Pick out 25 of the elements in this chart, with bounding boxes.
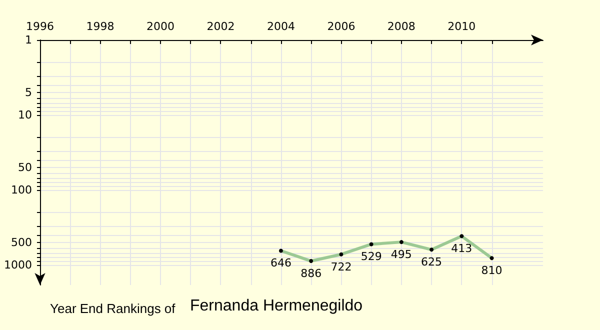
data-label: 646 bbox=[270, 256, 292, 270]
x-tick-label: 2010 bbox=[448, 20, 476, 33]
x-tick-label: 2000 bbox=[146, 20, 174, 33]
data-label: 722 bbox=[330, 260, 352, 274]
y-tick-label: 5 bbox=[25, 86, 32, 99]
x-tick-label: 2004 bbox=[266, 20, 295, 33]
y-tick-label: 500 bbox=[11, 236, 32, 249]
x-tick-label: 2008 bbox=[387, 20, 416, 33]
data-label: 413 bbox=[451, 242, 472, 256]
y-tick-label: 100 bbox=[11, 183, 32, 196]
text: Fernanda Hermenegildo bbox=[190, 298, 363, 314]
y-tick-label: 1000 bbox=[4, 258, 32, 272]
data-label: 495 bbox=[390, 248, 412, 262]
y-tick-label: 50 bbox=[18, 160, 32, 174]
y-tick-label: 10 bbox=[18, 108, 32, 122]
data-label: 810 bbox=[481, 264, 502, 278]
text: Year End Rankings of bbox=[50, 301, 176, 316]
x-tick-label: 2006 bbox=[327, 20, 356, 33]
data-label: 886 bbox=[300, 267, 322, 280]
data-label: 529 bbox=[360, 250, 382, 264]
x-tick-label: 1998 bbox=[86, 20, 114, 33]
data-label: 625 bbox=[421, 256, 442, 269]
y-tick-label: 1 bbox=[25, 34, 32, 46]
x-tick-label: 2002 bbox=[206, 20, 235, 33]
x-tick-label: 1996 bbox=[26, 20, 54, 33]
